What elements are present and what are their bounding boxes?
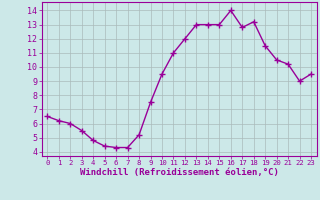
X-axis label: Windchill (Refroidissement éolien,°C): Windchill (Refroidissement éolien,°C) bbox=[80, 168, 279, 177]
